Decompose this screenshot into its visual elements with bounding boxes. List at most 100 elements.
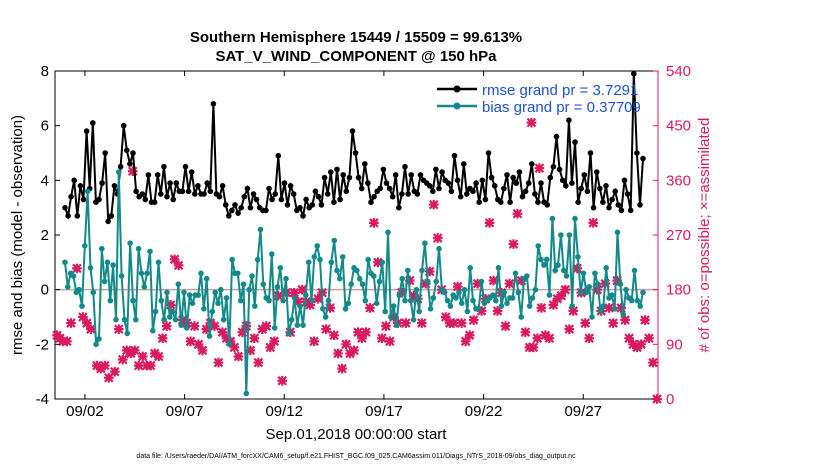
- bias-point: [427, 306, 434, 312]
- rmse-point: [117, 163, 124, 170]
- rmse-point: [102, 150, 108, 156]
- rmse-point: [516, 169, 523, 175]
- bias-point: [76, 286, 82, 293]
- bias-point: [305, 259, 312, 266]
- obs-marker: [492, 306, 503, 316]
- rmse-point: [519, 193, 526, 200]
- bias-point: [334, 267, 340, 274]
- bias-point: [116, 169, 122, 175]
- rmse-point: [454, 177, 461, 184]
- bias-point: [99, 245, 105, 252]
- rmse-point: [349, 128, 356, 134]
- rmse-point: [151, 199, 158, 205]
- rmse-point: [90, 120, 96, 126]
- obs-marker: [568, 306, 579, 316]
- rmse-point: [232, 202, 238, 208]
- bias-point: [254, 256, 261, 263]
- bias-point: [546, 292, 553, 298]
- rmse-point: [597, 185, 603, 192]
- bias-point: [215, 300, 221, 307]
- obs-marker: [229, 342, 240, 353]
- chart-title-line2: SAT_V_WIND_COMPONENT @ 150 hPa: [215, 48, 497, 65]
- bias-point: [144, 270, 150, 277]
- bias-point: [501, 289, 508, 296]
- bias-point: [308, 297, 315, 304]
- rmse-point: [204, 180, 210, 186]
- obs-marker: [161, 321, 172, 331]
- rmse-point: [504, 172, 510, 178]
- obs-marker: [217, 327, 228, 337]
- rmse-point: [343, 188, 350, 195]
- bias-point: [113, 316, 119, 323]
- rmse-point: [445, 180, 452, 186]
- bias-point: [538, 256, 544, 263]
- bias-point: [110, 262, 116, 268]
- obs-marker: [448, 318, 459, 328]
- bias-point: [209, 308, 216, 315]
- bias-point: [453, 295, 459, 301]
- obs-marker: [512, 208, 523, 219]
- bias-point: [195, 292, 201, 298]
- obs-marker: [100, 360, 110, 371]
- rmse-point: [603, 183, 609, 189]
- rmse-point: [226, 213, 232, 219]
- bias-point: [529, 295, 536, 301]
- rmse-point: [133, 188, 139, 195]
- rmse-point: [352, 150, 359, 156]
- bias-point: [260, 281, 267, 288]
- obs-marker: [373, 257, 383, 268]
- obs-marker: [484, 218, 495, 228]
- rmse-point: [105, 218, 111, 225]
- obs-marker: [389, 312, 399, 322]
- bias-point: [303, 292, 309, 298]
- rmse-point: [340, 172, 347, 178]
- rmse-point: [158, 191, 164, 197]
- rmse-point: [439, 169, 445, 175]
- rmse-point: [547, 174, 554, 181]
- bias-point: [79, 303, 85, 309]
- bias-point: [594, 281, 601, 288]
- rmse-point: [229, 207, 235, 214]
- bias-point: [637, 303, 643, 309]
- obs-marker: [133, 360, 144, 371]
- obs-marker: [397, 287, 407, 298]
- bias-point: [509, 295, 516, 301]
- rmse-point: [337, 196, 343, 203]
- rmse-point: [111, 183, 118, 189]
- bias-point: [407, 297, 414, 304]
- bias-point: [212, 289, 218, 296]
- obs-marker: [313, 293, 323, 304]
- obs-marker: [532, 333, 543, 344]
- obs-marker: [516, 275, 527, 286]
- bias-point: [572, 215, 578, 222]
- bias-point: [220, 316, 227, 323]
- obs-marker: [325, 303, 335, 313]
- obs-marker: [460, 336, 471, 347]
- bias-point: [175, 281, 182, 288]
- rmse-point: [535, 199, 541, 205]
- rmse-point: [182, 163, 189, 170]
- obs-marker: [153, 351, 164, 362]
- rmse-point: [290, 191, 297, 197]
- bias-point: [597, 308, 604, 315]
- obs-marker: [464, 330, 475, 341]
- bias-point: [135, 245, 142, 252]
- rmse-point: [538, 180, 544, 186]
- rmse-point: [127, 161, 133, 167]
- bias-point: [566, 232, 573, 238]
- obs-marker: [309, 336, 319, 347]
- bias-point: [339, 254, 346, 260]
- obs-marker: [636, 339, 646, 350]
- rmse-point: [71, 177, 77, 184]
- y-tick-label: 8: [41, 63, 49, 80]
- obs-marker: [173, 260, 184, 271]
- y-axis-ticks: -4 -2 0 2 4 6 8: [36, 63, 60, 408]
- rmse-point: [139, 191, 146, 197]
- bias-point: [235, 270, 241, 277]
- rmse-point: [386, 185, 393, 192]
- bias-point: [82, 243, 88, 249]
- rmse-point: [473, 180, 479, 186]
- rmse-point: [272, 191, 279, 197]
- bias-point: [300, 322, 306, 329]
- bias-point: [198, 270, 204, 277]
